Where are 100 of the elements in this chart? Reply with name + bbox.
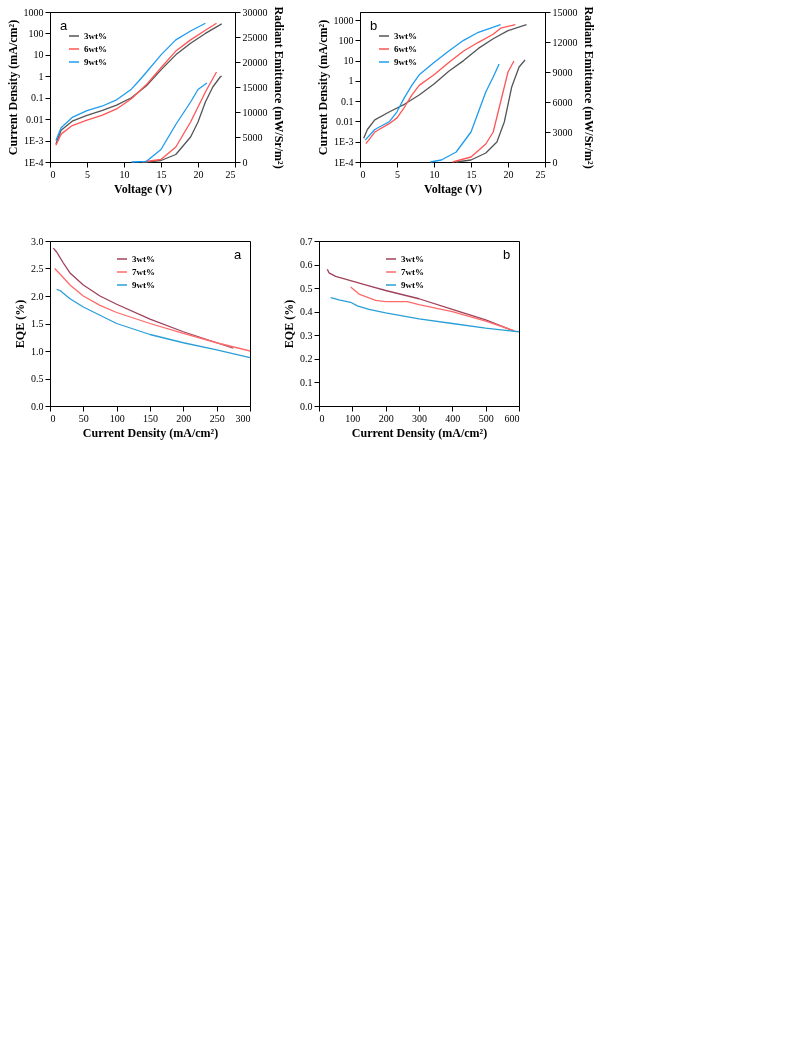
y-tick-label: 0.6 <box>300 259 313 271</box>
x-tick-label: 200 <box>176 412 192 424</box>
y-tick-label: 10 <box>33 49 44 61</box>
y2-axis-title: Radiant Emittance (mW/Sr/m²) <box>581 6 596 169</box>
x-tick-label: 0 <box>360 168 366 180</box>
y-tick-label: 0.1 <box>341 95 354 107</box>
x-tick-label: 20 <box>193 168 204 180</box>
y2-tick-label: 0 <box>242 156 248 168</box>
annotation: a <box>234 247 242 262</box>
y-tick-label: 0.01 <box>26 113 44 125</box>
y2-tick-label: 3000 <box>552 126 573 138</box>
y-tick-label: 0.0 <box>300 400 313 412</box>
y-tick-label: 0.7 <box>300 235 313 247</box>
line-series <box>52 247 234 349</box>
y2-tick-label: 5000 <box>242 131 263 143</box>
y-tick-label: 10 <box>343 55 354 67</box>
y-tick-label: 1 <box>348 75 354 87</box>
legend-label: 6wt% <box>84 44 107 54</box>
y-tick-label: 0.4 <box>300 306 313 318</box>
x-tick-label: 200 <box>378 412 394 424</box>
legend-label: 3wt% <box>84 31 107 41</box>
legend-label: 9wt% <box>84 57 107 67</box>
x-tick-label: 0 <box>50 168 56 180</box>
y2-tick-label: 9000 <box>552 66 573 78</box>
y-tick-label: 1E-3 <box>334 136 354 148</box>
y-tick-label: 1E-4 <box>334 156 354 168</box>
y2-tick-label: 10000 <box>242 106 268 118</box>
line-series <box>330 296 520 333</box>
y-tick-label: 2.0 <box>31 290 44 302</box>
legend-label: 9wt% <box>132 280 155 290</box>
x-tick-label: 15 <box>156 168 167 180</box>
x-tick-label: 500 <box>478 412 494 424</box>
y-tick-label: 0.0 <box>31 400 44 412</box>
y-axis-title: EQE (%) <box>282 299 296 349</box>
y2-tick-label: 20000 <box>242 56 268 68</box>
x-tick-label: 300 <box>412 412 427 424</box>
legend-label: 9wt% <box>401 280 424 290</box>
x-tick-label: 25 <box>535 168 546 180</box>
x-tick-label: 150 <box>143 412 158 424</box>
y-tick-label: 1.5 <box>31 318 44 329</box>
annotation: b <box>370 18 378 33</box>
y-tick-label: 1 <box>38 70 44 82</box>
legend-label: 7wt% <box>401 267 424 277</box>
annotation: a <box>60 18 68 33</box>
legend-label: 3wt% <box>394 31 417 41</box>
x-tick-label: 0 <box>319 412 325 424</box>
y-tick-label: 1000 <box>333 14 354 26</box>
y-tick-label: 100 <box>338 34 354 46</box>
y-tick-label: 1E-3 <box>24 135 44 147</box>
y-tick-label: 0.2 <box>300 353 313 365</box>
y2-tick-label: 12000 <box>552 36 578 48</box>
y-tick-label: 0.1 <box>31 92 44 104</box>
legend-label: 9wt% <box>394 57 417 67</box>
y-tick-label: 1.0 <box>31 345 44 357</box>
x-tick-label: 25 <box>225 168 236 180</box>
x-axis-title: Voltage (V) <box>424 181 482 196</box>
annotation: b <box>503 247 511 262</box>
y2-tick-label: 15000 <box>552 6 578 18</box>
y-axis-title: EQE (%) <box>13 299 27 349</box>
x-tick-label: 250 <box>209 412 225 424</box>
y-tick-label: 1000 <box>23 6 44 18</box>
legend-label: 6wt% <box>394 44 417 54</box>
y-tick-label: 3.0 <box>31 235 44 247</box>
line-series <box>451 60 515 163</box>
y2-tick-label: 15000 <box>242 81 268 93</box>
y-tick-label: 100 <box>28 27 44 39</box>
y-tick-label: 0.1 <box>300 376 313 388</box>
x-tick-label: 5 <box>85 168 90 180</box>
x-tick-label: 10 <box>429 168 440 180</box>
line-series <box>56 288 251 359</box>
y-tick-label: 2.5 <box>31 263 44 274</box>
x-tick-label: 15 <box>466 168 477 180</box>
y2-tick-label: 30000 <box>242 6 268 18</box>
line-series <box>130 82 208 163</box>
y-tick-label: 0.3 <box>300 329 313 341</box>
x-tick-label: 400 <box>445 412 461 424</box>
x-tick-label: 50 <box>78 412 89 424</box>
line-series <box>429 63 500 163</box>
line-series <box>350 286 515 332</box>
x-axis-title: Current Density (mA/cm²) <box>351 425 488 440</box>
line-series <box>54 267 251 352</box>
x-tick-label: 600 <box>504 412 520 424</box>
x-tick-label: 100 <box>109 412 125 424</box>
line-series <box>455 59 526 163</box>
y-tick-label: 0.5 <box>300 282 313 294</box>
y2-axis-title: Radiant Emittance (mW/Sr/m²) <box>271 6 286 169</box>
y-tick-label: 0.5 <box>31 373 44 384</box>
x-tick-label: 10 <box>119 168 130 180</box>
x-tick-label: 5 <box>395 168 400 180</box>
x-tick-label: 0 <box>50 412 56 424</box>
y2-tick-label: 6000 <box>552 96 573 108</box>
legend-label: 3wt% <box>401 254 424 264</box>
y2-tick-label: 25000 <box>242 31 268 43</box>
y-axis-title: Current Density (mA/cm²) <box>5 19 20 156</box>
y-tick-label: 1E-4 <box>24 156 44 168</box>
y-tick-label: 0.01 <box>336 115 354 127</box>
y-axis-title: Current Density (mA/cm²) <box>315 19 330 156</box>
legend-label: 7wt% <box>132 267 155 277</box>
x-axis-title: Current Density (mA/cm²) <box>82 425 219 440</box>
x-axis-title: Voltage (V) <box>114 181 172 196</box>
